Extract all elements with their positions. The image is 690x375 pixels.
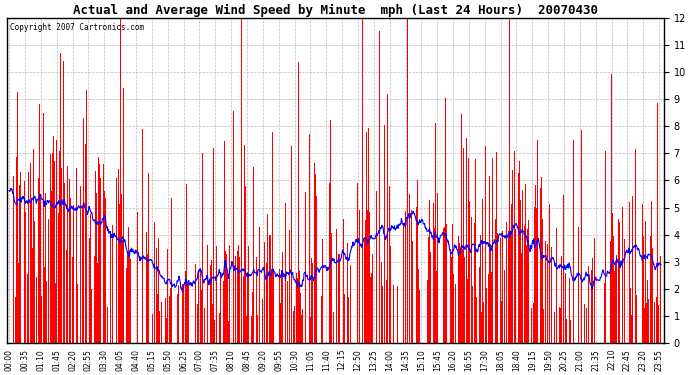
Title: Actual and Average Wind Speed by Minute  mph (Last 24 Hours)  20070430: Actual and Average Wind Speed by Minute … (72, 4, 598, 17)
Text: Copyright 2007 Cartronics.com: Copyright 2007 Cartronics.com (10, 23, 144, 32)
